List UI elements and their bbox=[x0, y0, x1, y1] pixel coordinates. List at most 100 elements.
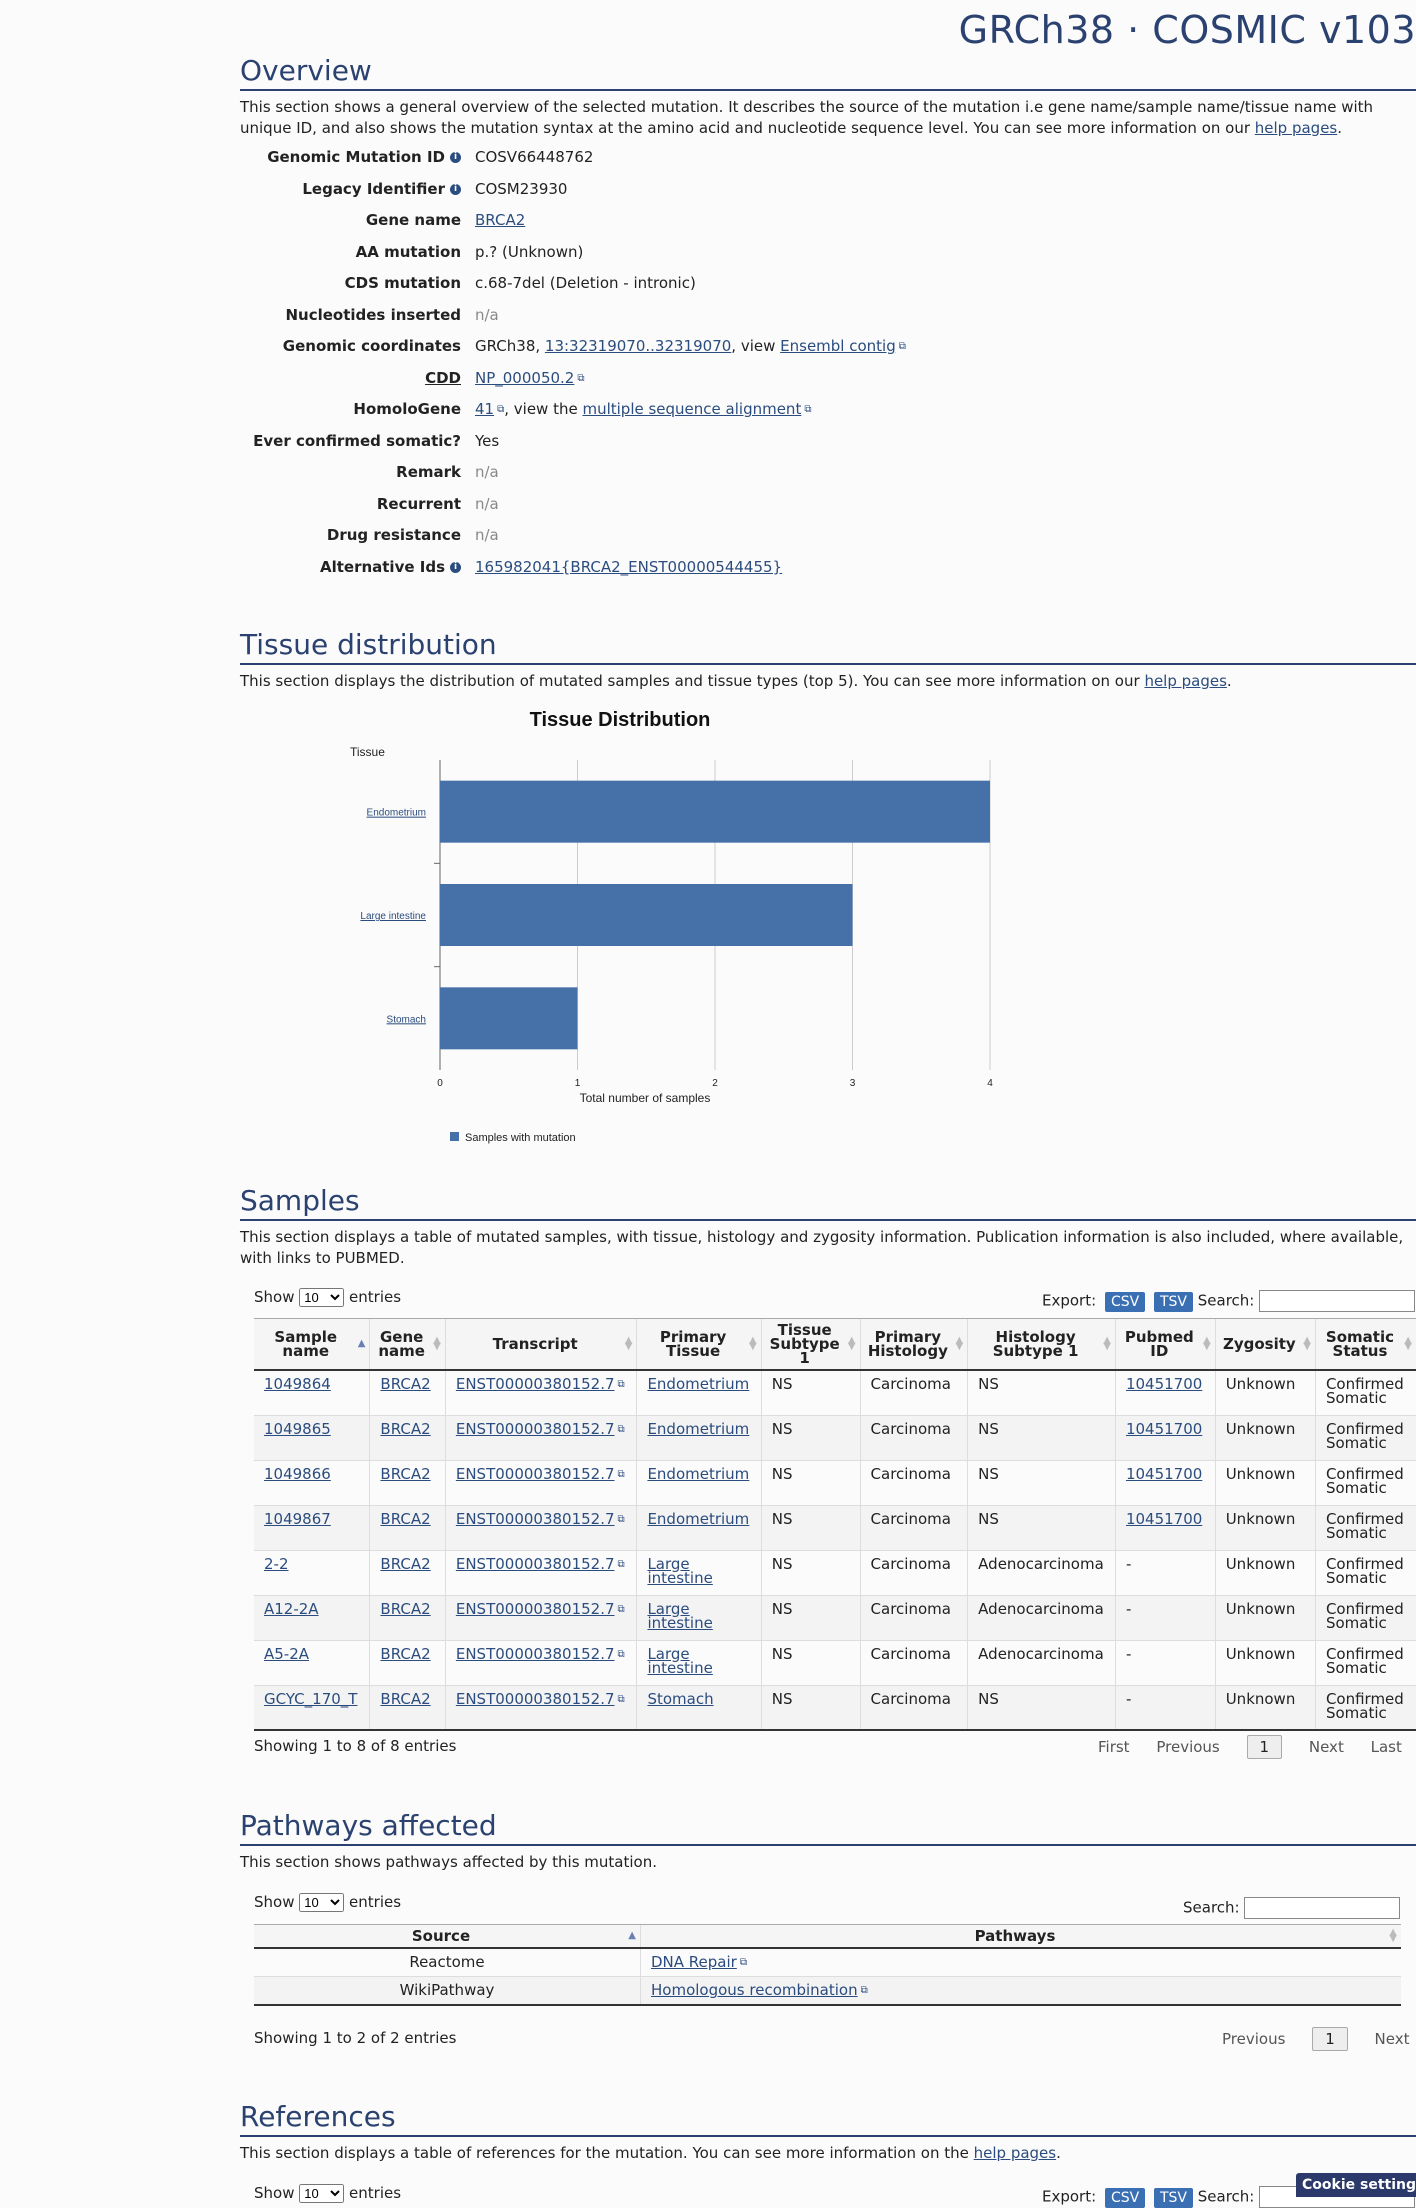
tissue-link[interactable]: Large bbox=[647, 1554, 690, 1573]
sample-link[interactable]: 1049865 bbox=[264, 1419, 331, 1438]
pathways-page-size-select[interactable]: 10 bbox=[299, 1893, 345, 1912]
column-header[interactable]: Transcript ▲ ▼ bbox=[444, 1318, 637, 1371]
column-header[interactable]: Zygosity ▲ ▼ bbox=[1214, 1318, 1316, 1371]
help-pages-link[interactable]: help pages bbox=[1254, 119, 1338, 137]
sort-icon: ▲ ▼ bbox=[624, 1335, 633, 1352]
first-page-button[interactable]: First bbox=[1098, 1738, 1130, 1756]
gene-link[interactable]: BRCA2 bbox=[380, 1689, 431, 1708]
gene-link[interactable]: BRCA2 bbox=[380, 1464, 431, 1483]
help-pages-link[interactable]: help pages bbox=[973, 2144, 1057, 2162]
next-page-button[interactable]: Next bbox=[1308, 1738, 1344, 1756]
transcript-link[interactable]: ENST00000380152.7 bbox=[455, 1599, 615, 1618]
category-link[interactable]: Endometrium bbox=[367, 808, 426, 819]
column-header-source[interactable]: Source ▲ bbox=[254, 1924, 641, 1949]
samples-search-input[interactable] bbox=[1259, 1290, 1416, 1312]
next-page-button[interactable]: Next bbox=[1374, 2030, 1410, 2048]
alignment-link[interactable]: multiple sequence alignment bbox=[582, 400, 802, 418]
samples-length-control: Show 10 entries bbox=[254, 1288, 401, 1307]
tissue-link[interactable]: Endometrium bbox=[647, 1419, 750, 1438]
samples-page-size-select[interactable]: 10 bbox=[299, 1288, 345, 1307]
gene-link[interactable]: BRCA2 bbox=[380, 1599, 431, 1618]
sample-link[interactable]: 1049866 bbox=[264, 1464, 331, 1483]
pathway-link[interactable]: Homologous recombination bbox=[651, 1981, 858, 1999]
gene-link[interactable]: BRCA2 bbox=[380, 1419, 431, 1438]
sample-link[interactable]: GCYC_170_T bbox=[264, 1689, 358, 1708]
info-icon[interactable]: i bbox=[450, 561, 461, 573]
previous-page-button[interactable]: Previous bbox=[1156, 1738, 1220, 1756]
gene-link[interactable]: BRCA2 bbox=[380, 1375, 431, 1393]
sample-link[interactable]: A12-2A bbox=[264, 1599, 319, 1618]
x-tick-label: 2 bbox=[712, 1078, 718, 1089]
alternative-id-link[interactable]: 165982041{BRCA2_ENST00000544455} bbox=[475, 557, 783, 576]
samples-header-row: Sample name ▲ Gene name ▲ ▼ Transcript ▲ ▼ Primary… bbox=[254, 1318, 1416, 1371]
sample-link[interactable]: 1049864 bbox=[264, 1375, 331, 1393]
column-header[interactable]: Pubmed ID ▲ ▼ bbox=[1114, 1318, 1216, 1371]
detail-row-genomic-mutation-id: Genomic Mutation ID i COSV66448762 bbox=[267, 148, 594, 166]
last-page-button[interactable]: Last bbox=[1370, 1738, 1402, 1756]
transcript-link[interactable]: ENST00000380152.7 bbox=[455, 1644, 615, 1663]
sample-link[interactable]: 1049867 bbox=[264, 1509, 331, 1528]
homologene-link[interactable]: 41 bbox=[475, 400, 495, 418]
transcript-link[interactable]: ENST00000380152.7 bbox=[455, 1375, 615, 1393]
overview-description: This section shows a general overview of… bbox=[240, 98, 1374, 137]
previous-page-button[interactable]: Previous bbox=[1222, 2030, 1286, 2048]
category-link[interactable]: Stomach bbox=[387, 1014, 426, 1025]
export-csv-button[interactable]: CSV bbox=[1104, 2187, 1146, 2208]
sort-icon: ▲ ▼ bbox=[433, 1335, 441, 1352]
page-1-button[interactable]: 1 bbox=[1246, 1735, 1283, 1759]
info-icon[interactable]: i bbox=[450, 183, 461, 195]
tissue-link[interactable]: Large bbox=[647, 1599, 690, 1618]
detail-row-recurrent: Recurrent n/a bbox=[376, 494, 499, 513]
gene-link[interactable]: BRCA2 bbox=[475, 211, 526, 229]
table-row: WikiPathway Homologous recombination ⧉ bbox=[254, 1976, 1401, 2006]
tissue-link[interactable]: Endometrium bbox=[647, 1509, 750, 1528]
page-1-button[interactable]: 1 bbox=[1312, 2027, 1348, 2051]
transcript-link[interactable]: ENST00000380152.7 bbox=[455, 1464, 615, 1483]
column-header[interactable]: Primary Histology ▲ ▼ bbox=[859, 1318, 968, 1371]
gene-link[interactable]: BRCA2 bbox=[380, 1554, 431, 1573]
tissue-link[interactable]: Large bbox=[647, 1644, 690, 1663]
column-header[interactable]: Gene name ▲ ▼ bbox=[369, 1318, 446, 1371]
column-header[interactable]: Somatic Status ▲ ▼ bbox=[1314, 1318, 1416, 1371]
category-link[interactable]: Large intestine bbox=[360, 911, 426, 922]
tissue-link[interactable]: intestine bbox=[647, 1658, 713, 1677]
transcript-link[interactable]: ENST00000380152.7 bbox=[455, 1689, 615, 1708]
column-header[interactable]: Histology Subtype 1 ▲ ▼ bbox=[967, 1318, 1116, 1371]
column-header-pathways[interactable]: Pathways ▲ ▼ bbox=[640, 1924, 1401, 1949]
transcript-link[interactable]: ENST00000380152.7 bbox=[455, 1419, 615, 1438]
tissue-link[interactable]: Endometrium bbox=[647, 1375, 750, 1393]
gene-link[interactable]: BRCA2 bbox=[380, 1644, 431, 1663]
export-csv-button[interactable]: CSV bbox=[1104, 1291, 1146, 1312]
tissue-link[interactable]: Endometrium bbox=[647, 1464, 750, 1483]
gene-link[interactable]: BRCA2 bbox=[380, 1509, 431, 1528]
tissue-link[interactable]: intestine bbox=[647, 1613, 713, 1632]
detail-row-drug-resistance: Drug resistance n/a bbox=[326, 526, 499, 544]
sample-link[interactable]: A5-2A bbox=[264, 1644, 310, 1663]
cookie-settings-button[interactable]: Cookie settings bbox=[1296, 2173, 1416, 2197]
column-header[interactable]: Tissue Subtype 1 ▲ ▼ bbox=[760, 1318, 861, 1371]
bar bbox=[440, 884, 853, 946]
coordinates-link[interactable]: 13:32319070..32319070 bbox=[544, 337, 732, 355]
ensembl-contig-link[interactable]: Ensembl contig bbox=[780, 337, 896, 355]
pubmed-link[interactable]: 10451700 bbox=[1125, 1509, 1203, 1528]
column-header[interactable]: Sample name ▲ bbox=[254, 1318, 370, 1371]
sample-link[interactable]: 2-2 bbox=[264, 1554, 289, 1573]
transcript-link[interactable]: ENST00000380152.7 bbox=[455, 1509, 615, 1528]
references-page-size-select[interactable]: 10 bbox=[299, 2184, 345, 2203]
transcript-link[interactable]: ENST00000380152.7 bbox=[455, 1554, 615, 1573]
cdd-link[interactable]: NP_000050.2 bbox=[475, 368, 575, 387]
tissue-distribution-chart: Tissue Distribution Tissue 0 1 2 3 4 Endometriu… bbox=[350, 709, 993, 1144]
pathways-length-control: Show 10 entries bbox=[254, 1893, 401, 1912]
tissue-link[interactable]: Stomach bbox=[647, 1689, 714, 1708]
help-pages-link[interactable]: help pages bbox=[1144, 672, 1227, 690]
pathway-link[interactable]: DNA Repair bbox=[651, 1953, 737, 1971]
info-icon[interactable]: i bbox=[450, 152, 461, 163]
export-tsv-button[interactable]: TSV bbox=[1153, 1291, 1193, 1312]
export-tsv-button[interactable]: TSV bbox=[1153, 2187, 1193, 2208]
pubmed-link[interactable]: 10451700 bbox=[1125, 1464, 1203, 1483]
column-header[interactable]: Primary Tissue ▲ ▼ bbox=[636, 1318, 762, 1371]
tissue-link[interactable]: intestine bbox=[647, 1568, 713, 1587]
pubmed-link[interactable]: 10451700 bbox=[1125, 1375, 1203, 1393]
pathways-search-input[interactable] bbox=[1244, 1897, 1401, 1919]
pubmed-link[interactable]: 10451700 bbox=[1125, 1419, 1203, 1438]
